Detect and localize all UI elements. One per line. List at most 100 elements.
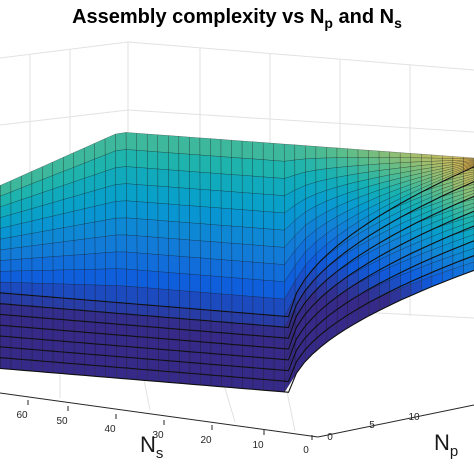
surface-cell [463,228,474,239]
surface-cell [252,296,264,315]
surface-cell [168,255,180,274]
surface-cell [273,194,285,214]
surface-cell [0,248,12,261]
surface-cell [199,154,211,174]
surface-cell [105,234,117,253]
axes [0,392,474,438]
surface-cell [157,151,169,171]
surface-cell [241,175,253,194]
surface-cell [357,157,369,166]
surface-cell [31,270,43,284]
surface-rim [0,166,474,318]
np-axis-line [317,404,474,438]
surface-cell [231,243,243,262]
surface-cell [126,251,138,271]
surface-cell [220,156,232,175]
surface-cell [463,187,474,195]
surface-cell [21,245,33,260]
surface-cell [252,193,264,212]
ns-tick-label: 60 [16,410,28,421]
surface-cell [262,142,274,161]
surface-cell [52,241,64,257]
surface-cell [178,221,190,241]
np-axis-label: Np [434,430,458,460]
surface-cell [200,291,212,311]
surface-cell [63,210,75,228]
surface-cell [136,218,148,237]
surface-cell [283,143,296,162]
surface-cell [10,258,22,272]
surface-cell [463,175,474,182]
surface-cell [136,252,148,272]
surface-cell [157,254,170,273]
surface-cell [263,193,275,213]
surface-cell [463,193,474,202]
surface-cell [231,260,243,279]
surface-cell [242,209,254,228]
surface-cell [421,153,433,159]
surface-cell [252,210,264,229]
surface-rim [0,240,474,372]
surface-cell [84,190,96,209]
surface-cell [63,254,75,271]
surface-cell [189,222,201,242]
surface-cell [178,256,191,275]
ns-tick-label: 50 [56,416,68,427]
surface-cell [199,206,211,225]
surface-cell [147,167,159,187]
surface-cell [231,294,243,314]
surface-cell [168,152,180,171]
surface-cell [63,283,75,300]
surface-cell [231,157,243,176]
surface-cell [326,157,338,169]
surface-cell [0,225,12,240]
surface-cell [63,225,75,243]
surface-rim [0,225,474,361]
grid-line [127,41,474,71]
surface-cell [263,211,275,230]
grid-line [0,109,129,126]
surface-cell [273,211,285,231]
surface-cell [0,281,12,294]
surface-cell [242,278,254,297]
surface-cell [262,176,275,196]
surface-cell [178,136,190,155]
surface-cell [210,224,222,243]
surface-cell [21,220,33,236]
surface-cell [178,170,190,189]
surface-cell [178,238,190,258]
surface-cell [189,136,201,156]
surface-cell [115,251,127,270]
surface-cell [389,151,401,158]
np-tick-label: 10 [408,412,420,423]
surface-cell [221,276,233,296]
surface-cell [210,207,222,226]
surface-cell [189,273,201,293]
surface-cell [241,192,254,211]
surface-cell [157,185,169,205]
surface-cell [463,198,474,207]
surface-cell [273,263,285,283]
surface-cell [21,270,33,284]
surface-cell [189,291,201,310]
surface-cell [147,253,159,272]
surface-cell [347,148,359,158]
surface-cell [241,157,253,177]
surface-cell [10,282,22,295]
surface-cell [231,191,243,210]
surface-cell [442,155,454,159]
surface-cell [168,289,180,308]
surface-cell [115,132,127,152]
surface-cell [231,225,243,245]
surface-cell [199,137,211,157]
surface-cell [94,219,106,238]
surface-cell [94,187,106,207]
surface-cell [31,257,43,271]
surface-cell [10,223,22,238]
surface-cell [294,144,306,161]
surface-cell [21,257,33,272]
surface-cell [273,298,285,317]
tick-labels: 7060504030201000510 [16,400,420,456]
surface-cell [52,199,64,217]
